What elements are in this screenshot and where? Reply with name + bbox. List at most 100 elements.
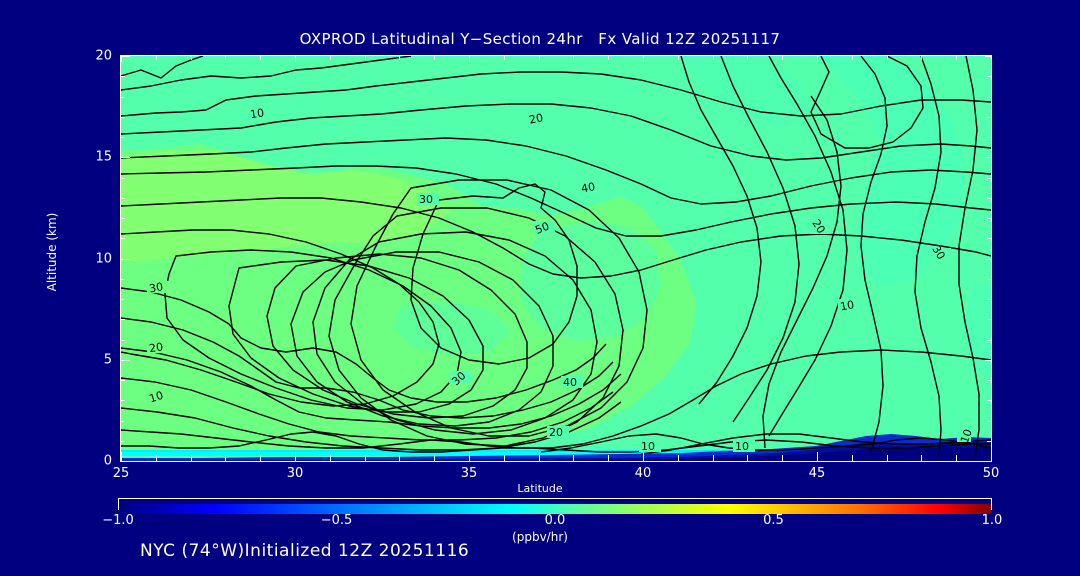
y-axis-minor-tick — [121, 400, 125, 402]
x-axis-minor-tick — [573, 56, 575, 60]
colorbar-tick-label: 1.0 — [981, 513, 1003, 528]
x-axis-minor-tick — [434, 56, 436, 60]
colorbar — [118, 498, 992, 514]
y-axis-minor-tick — [987, 137, 991, 138]
contour-label: 30 — [147, 280, 169, 295]
y-axis-tick-label: 15 — [95, 149, 112, 165]
x-axis-minor-tick — [155, 56, 157, 60]
y-axis-minor-tick — [987, 400, 991, 402]
svg-text:10: 10 — [148, 389, 165, 406]
y-axis-title: Altitude (km) — [45, 212, 59, 292]
x-axis-minor-tick — [747, 455, 749, 461]
x-axis-tick — [643, 452, 644, 461]
x-axis-tick — [469, 56, 470, 62]
y-axis-minor-tick — [987, 96, 991, 98]
y-axis-minor-tick — [987, 319, 991, 321]
x-axis-tick-label: 50 — [982, 466, 1000, 481]
y-axis-minor-tick — [987, 76, 991, 78]
svg-text:10: 10 — [958, 427, 975, 445]
contour-label: 40 — [579, 180, 601, 195]
svg-text:10: 10 — [735, 440, 749, 453]
x-axis-tick — [991, 56, 992, 62]
y-axis-minor-tick — [121, 278, 125, 280]
x-axis-tick — [121, 452, 122, 461]
x-axis-tick-label: 35 — [460, 466, 478, 481]
svg-text:10: 10 — [839, 298, 855, 313]
x-axis-tick — [295, 56, 296, 62]
x-axis-tick — [643, 56, 644, 62]
svg-text:20: 20 — [148, 340, 164, 355]
x-axis-minor-tick — [782, 455, 784, 461]
x-axis-tick-label: 45 — [808, 466, 826, 481]
y-axis-minor-tick — [121, 177, 125, 179]
x-axis-minor-tick — [399, 56, 401, 60]
colorbar-tick-label: −1.0 — [102, 513, 134, 528]
contour-label: 20 — [547, 426, 569, 439]
svg-text:20: 20 — [528, 111, 544, 127]
y-axis-tick — [121, 258, 130, 260]
contour-label: 10 — [838, 298, 860, 313]
x-axis-minor-tick — [712, 56, 714, 60]
svg-text:20: 20 — [549, 426, 563, 439]
x-axis-minor-tick — [538, 56, 540, 60]
y-axis-minor-tick — [121, 218, 125, 219]
x-axis-minor-tick — [434, 455, 436, 461]
x-axis-minor-tick — [921, 455, 923, 461]
chart-title: OXPROD Latitudinal Y−Section 24hr Fx Val… — [299, 30, 781, 48]
colorbar-gradient — [119, 504, 991, 514]
contour-line-layer: 10 20 30 30 40 50 20 20 30 10 10 30 40 2… — [121, 56, 991, 457]
x-axis-minor-tick — [329, 455, 331, 461]
y-axis-minor-tick — [121, 440, 125, 442]
x-axis-minor-tick — [886, 455, 888, 461]
y-axis-tick — [121, 461, 130, 462]
x-axis-tick-label: 30 — [286, 466, 304, 481]
svg-text:20: 20 — [809, 217, 827, 236]
contour-label: 20 — [527, 111, 549, 127]
x-axis-tick — [817, 452, 818, 461]
x-axis-minor-tick — [225, 56, 227, 60]
y-axis-tick — [985, 359, 991, 361]
svg-text:40: 40 — [580, 180, 596, 195]
x-axis-tick — [295, 452, 296, 461]
y-axis-minor-tick — [987, 177, 991, 179]
svg-text:30: 30 — [419, 193, 433, 206]
y-axis-minor-tick — [121, 238, 125, 240]
x-axis-minor-tick — [956, 455, 958, 461]
x-axis-minor-tick — [573, 455, 575, 461]
x-axis-minor-tick — [225, 455, 227, 461]
y-axis-minor-tick — [987, 420, 991, 422]
x-axis-minor-tick — [329, 56, 331, 60]
colorbar-tick-label: 0.5 — [763, 513, 784, 528]
contour-label: 10 — [147, 389, 169, 406]
x-axis-minor-tick — [886, 56, 888, 60]
contour-label-group: 10 20 30 30 40 50 20 20 30 10 10 30 40 2… — [147, 106, 975, 453]
svg-text:30: 30 — [929, 243, 947, 262]
y-axis-tick — [121, 359, 130, 361]
x-axis-minor-tick — [260, 56, 262, 60]
y-axis-minor-tick — [121, 339, 125, 341]
contour-fill-layer — [121, 56, 991, 461]
x-axis-minor-tick — [503, 455, 505, 461]
x-axis-minor-tick — [677, 455, 679, 461]
y-axis-minor-tick — [121, 319, 125, 321]
x-axis-minor-tick — [851, 455, 853, 461]
y-axis-minor-tick — [987, 218, 991, 219]
y-axis-minor-tick — [121, 197, 125, 199]
y-axis-tick — [121, 56, 130, 57]
y-axis-minor-tick — [121, 116, 125, 118]
x-axis-minor-tick — [190, 455, 192, 461]
x-axis-minor-tick — [608, 455, 610, 461]
x-axis-tick — [469, 452, 470, 461]
contour-label: 30 — [449, 369, 471, 388]
x-axis-tick — [991, 452, 992, 461]
y-axis-minor-tick — [987, 299, 991, 300]
x-axis-minor-tick — [956, 56, 958, 60]
x-axis-minor-tick — [851, 56, 853, 60]
contour-label: 30 — [929, 243, 951, 262]
y-axis-minor-tick — [121, 420, 125, 422]
svg-text:30: 30 — [148, 280, 164, 295]
svg-text:10: 10 — [249, 106, 265, 121]
colorbar-units: (ppbv/hr) — [512, 530, 568, 544]
y-axis-minor-tick — [121, 380, 125, 381]
